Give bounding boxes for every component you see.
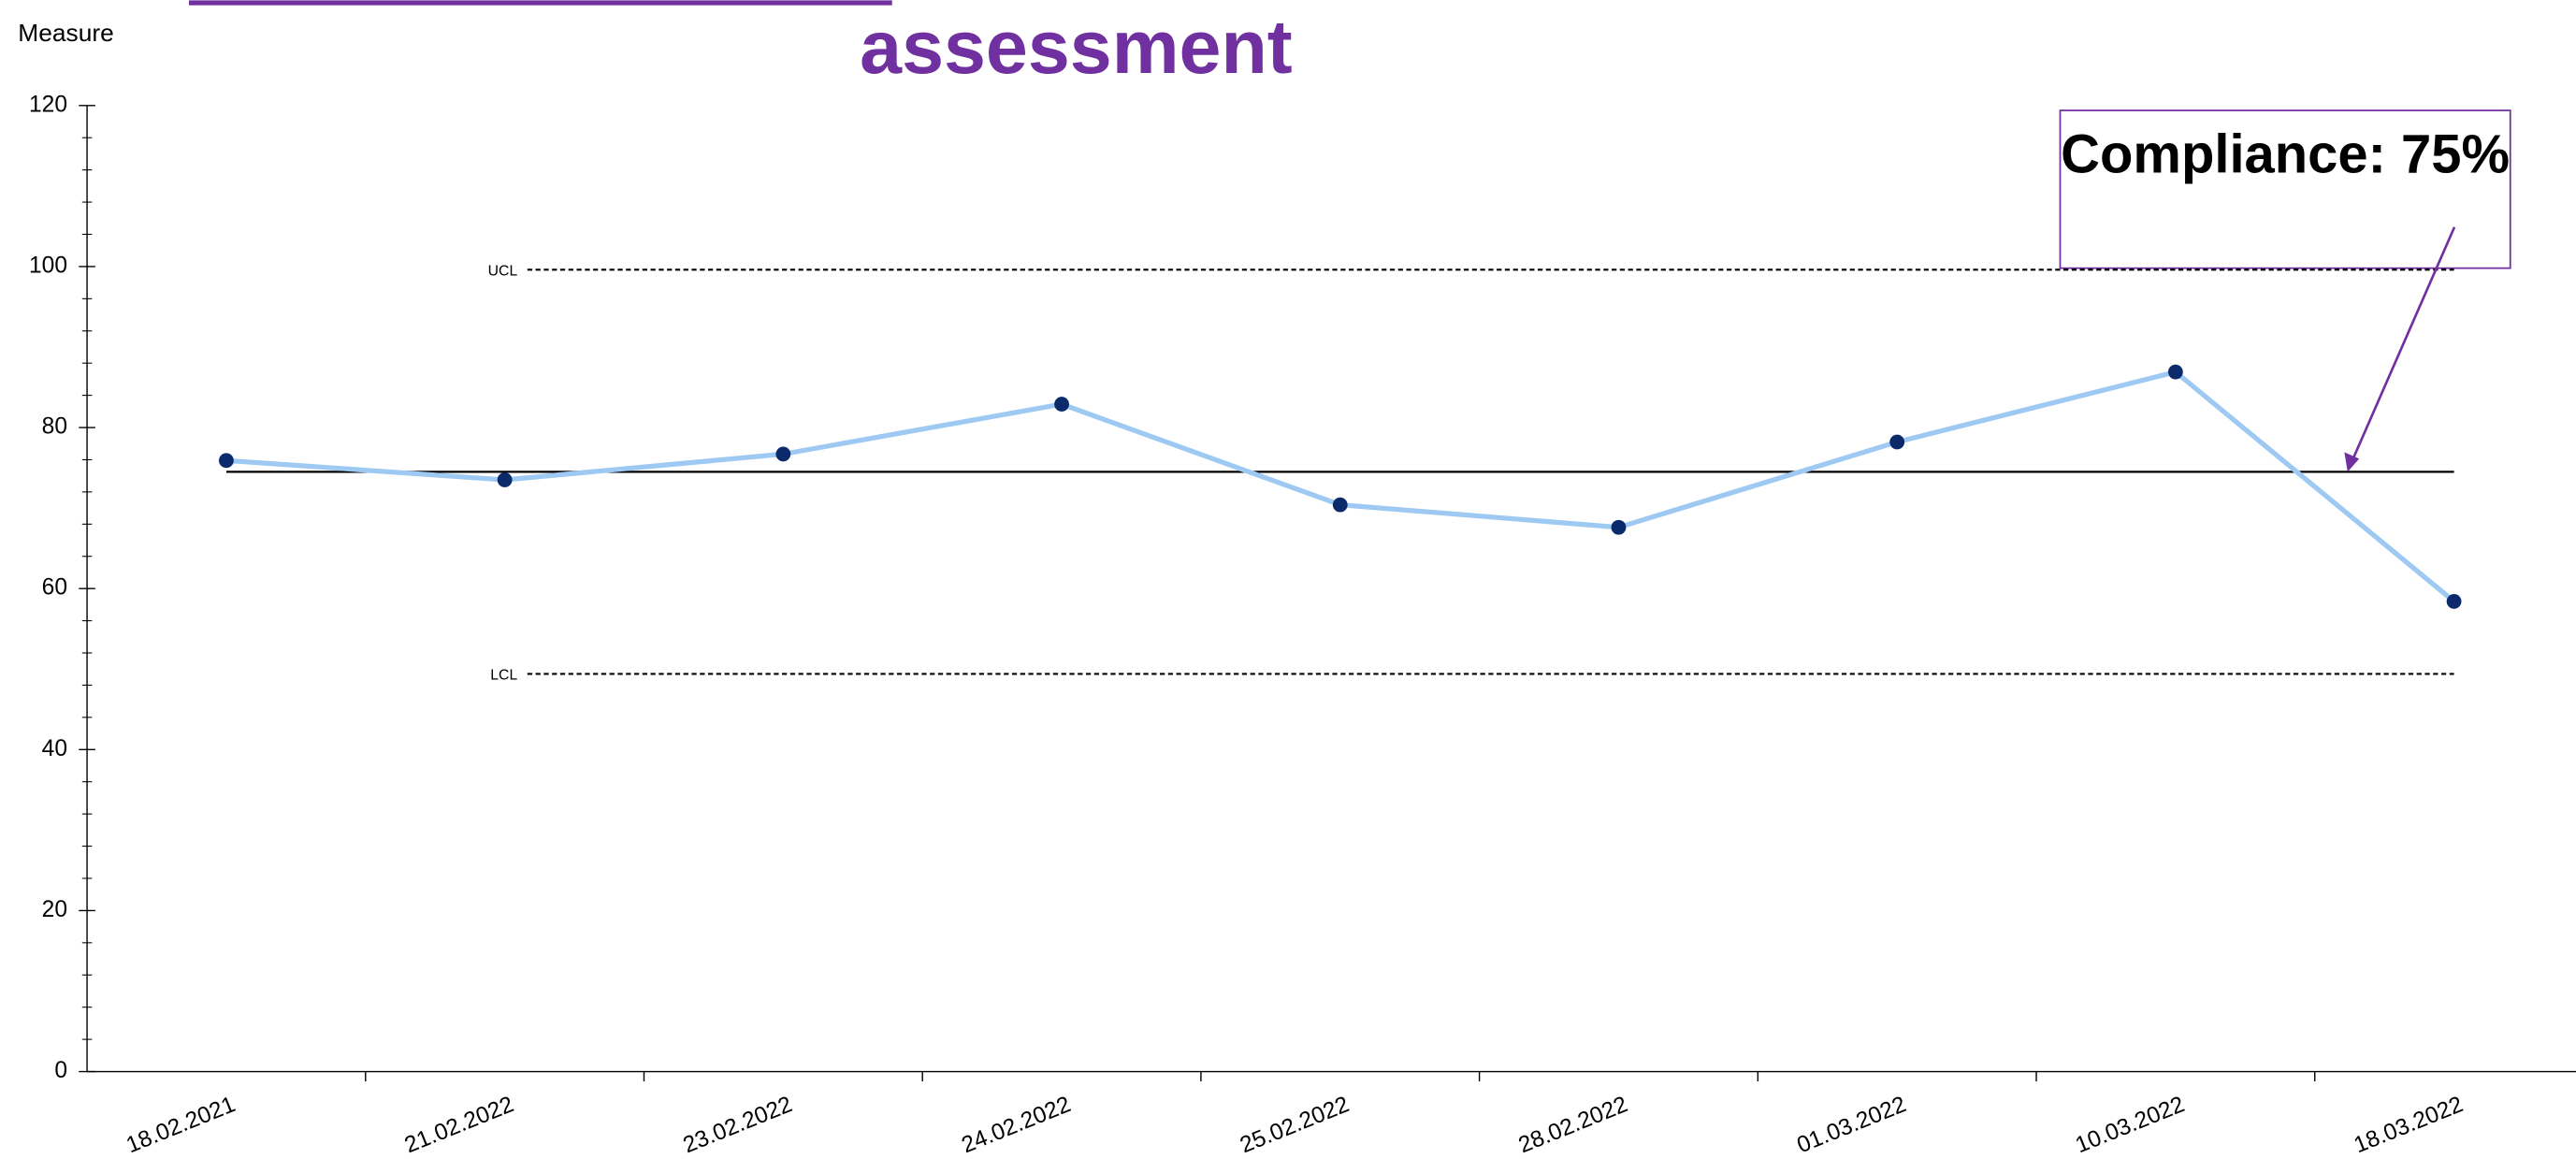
x-tick-label: 10.03.2022 xyxy=(2072,1092,2188,1158)
data-point xyxy=(1054,397,1069,412)
y-axis-label: Measure xyxy=(18,19,113,47)
x-tick-label: 18.02.2021 xyxy=(123,1092,239,1158)
data-point xyxy=(1889,434,1905,450)
x-tick-label: 23.02.2022 xyxy=(680,1092,796,1158)
y-tick-label: 120 xyxy=(29,92,67,117)
x-tick-label: 28.02.2022 xyxy=(1515,1092,1631,1158)
data-point xyxy=(219,453,234,469)
annotation-arrow xyxy=(2350,226,2456,465)
data-point xyxy=(2446,594,2462,609)
title-bar xyxy=(188,0,892,6)
y-tick-label: 0 xyxy=(54,1058,67,1083)
data-line xyxy=(225,369,2456,603)
lcl-label: LCL xyxy=(490,667,517,683)
arrow-head xyxy=(2344,452,2360,472)
ucl-label: UCL xyxy=(488,263,518,279)
data-point xyxy=(2167,364,2183,380)
y-tick-label: 60 xyxy=(42,575,67,601)
x-tick-label: 24.02.2022 xyxy=(958,1092,1074,1158)
y-tick-label: 40 xyxy=(42,736,67,761)
annotation-box xyxy=(2059,109,2511,269)
x-tick-label: 18.03.2022 xyxy=(2351,1092,2467,1158)
data-point xyxy=(775,446,791,462)
x-tick-label: 01.03.2022 xyxy=(1793,1092,1909,1158)
data-point xyxy=(1611,519,1627,535)
chart-title: assessment xyxy=(860,6,1293,90)
data-point xyxy=(497,472,513,487)
x-tick-label: 25.02.2022 xyxy=(1237,1092,1353,1158)
y-tick-label: 20 xyxy=(42,897,67,922)
y-tick-label: 100 xyxy=(29,253,67,278)
data-point xyxy=(1332,497,1348,513)
x-tick-label: 21.02.2022 xyxy=(401,1092,517,1158)
annotation: Compliance: 75% xyxy=(2061,124,2510,184)
y-tick-label: 80 xyxy=(42,414,67,440)
